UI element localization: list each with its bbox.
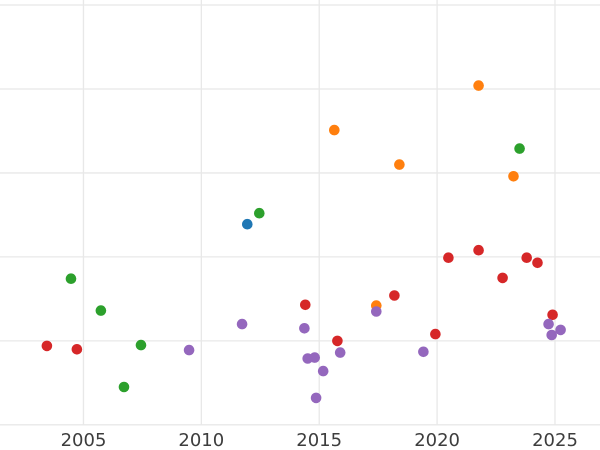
data-point-red (300, 299, 311, 311)
x-tick-label: 2005 (61, 430, 107, 450)
data-point-red (41, 340, 53, 352)
x-tick-label: 2015 (296, 430, 342, 450)
data-point-red (547, 309, 558, 321)
x-tick-label: 2020 (414, 430, 460, 450)
data-point-blue (242, 218, 253, 230)
data-point-red (389, 290, 400, 301)
data-point-purple (317, 365, 329, 377)
data-point-purple (236, 318, 248, 330)
x-axis-tick-labels: 2005 2010 2015 2020 2025 (61, 430, 578, 450)
data-point-red (71, 344, 83, 355)
data-point-purple (309, 352, 321, 363)
data-point-orange (473, 80, 484, 91)
data-point-orange (508, 171, 519, 182)
data-point-red (332, 335, 343, 347)
data-point-purple (555, 324, 566, 336)
data-point-green (253, 207, 265, 219)
data-point-red (532, 257, 543, 269)
data-point-green (65, 273, 77, 285)
data-point-red (473, 244, 484, 256)
gridlines (0, 0, 600, 426)
data-point-orange (394, 159, 405, 170)
data-points (41, 80, 566, 404)
data-point-red (497, 272, 508, 284)
data-point-red (443, 252, 454, 263)
data-point-purple (418, 346, 429, 358)
data-point-purple (183, 344, 195, 356)
x-tick-label: 2010 (178, 430, 224, 450)
data-point-purple (543, 318, 554, 330)
data-point-green (118, 381, 130, 393)
data-point-purple (546, 329, 557, 341)
data-point-green (95, 305, 107, 316)
data-point-purple (299, 323, 310, 334)
data-point-purple (371, 306, 382, 317)
x-tick-label: 2025 (532, 430, 578, 450)
data-point-green (514, 143, 525, 154)
data-point-green (135, 339, 147, 351)
data-point-orange (329, 124, 340, 136)
data-point-purple (310, 392, 322, 404)
data-point-red (430, 328, 441, 340)
data-point-purple (334, 347, 346, 358)
data-point-red (521, 252, 532, 263)
